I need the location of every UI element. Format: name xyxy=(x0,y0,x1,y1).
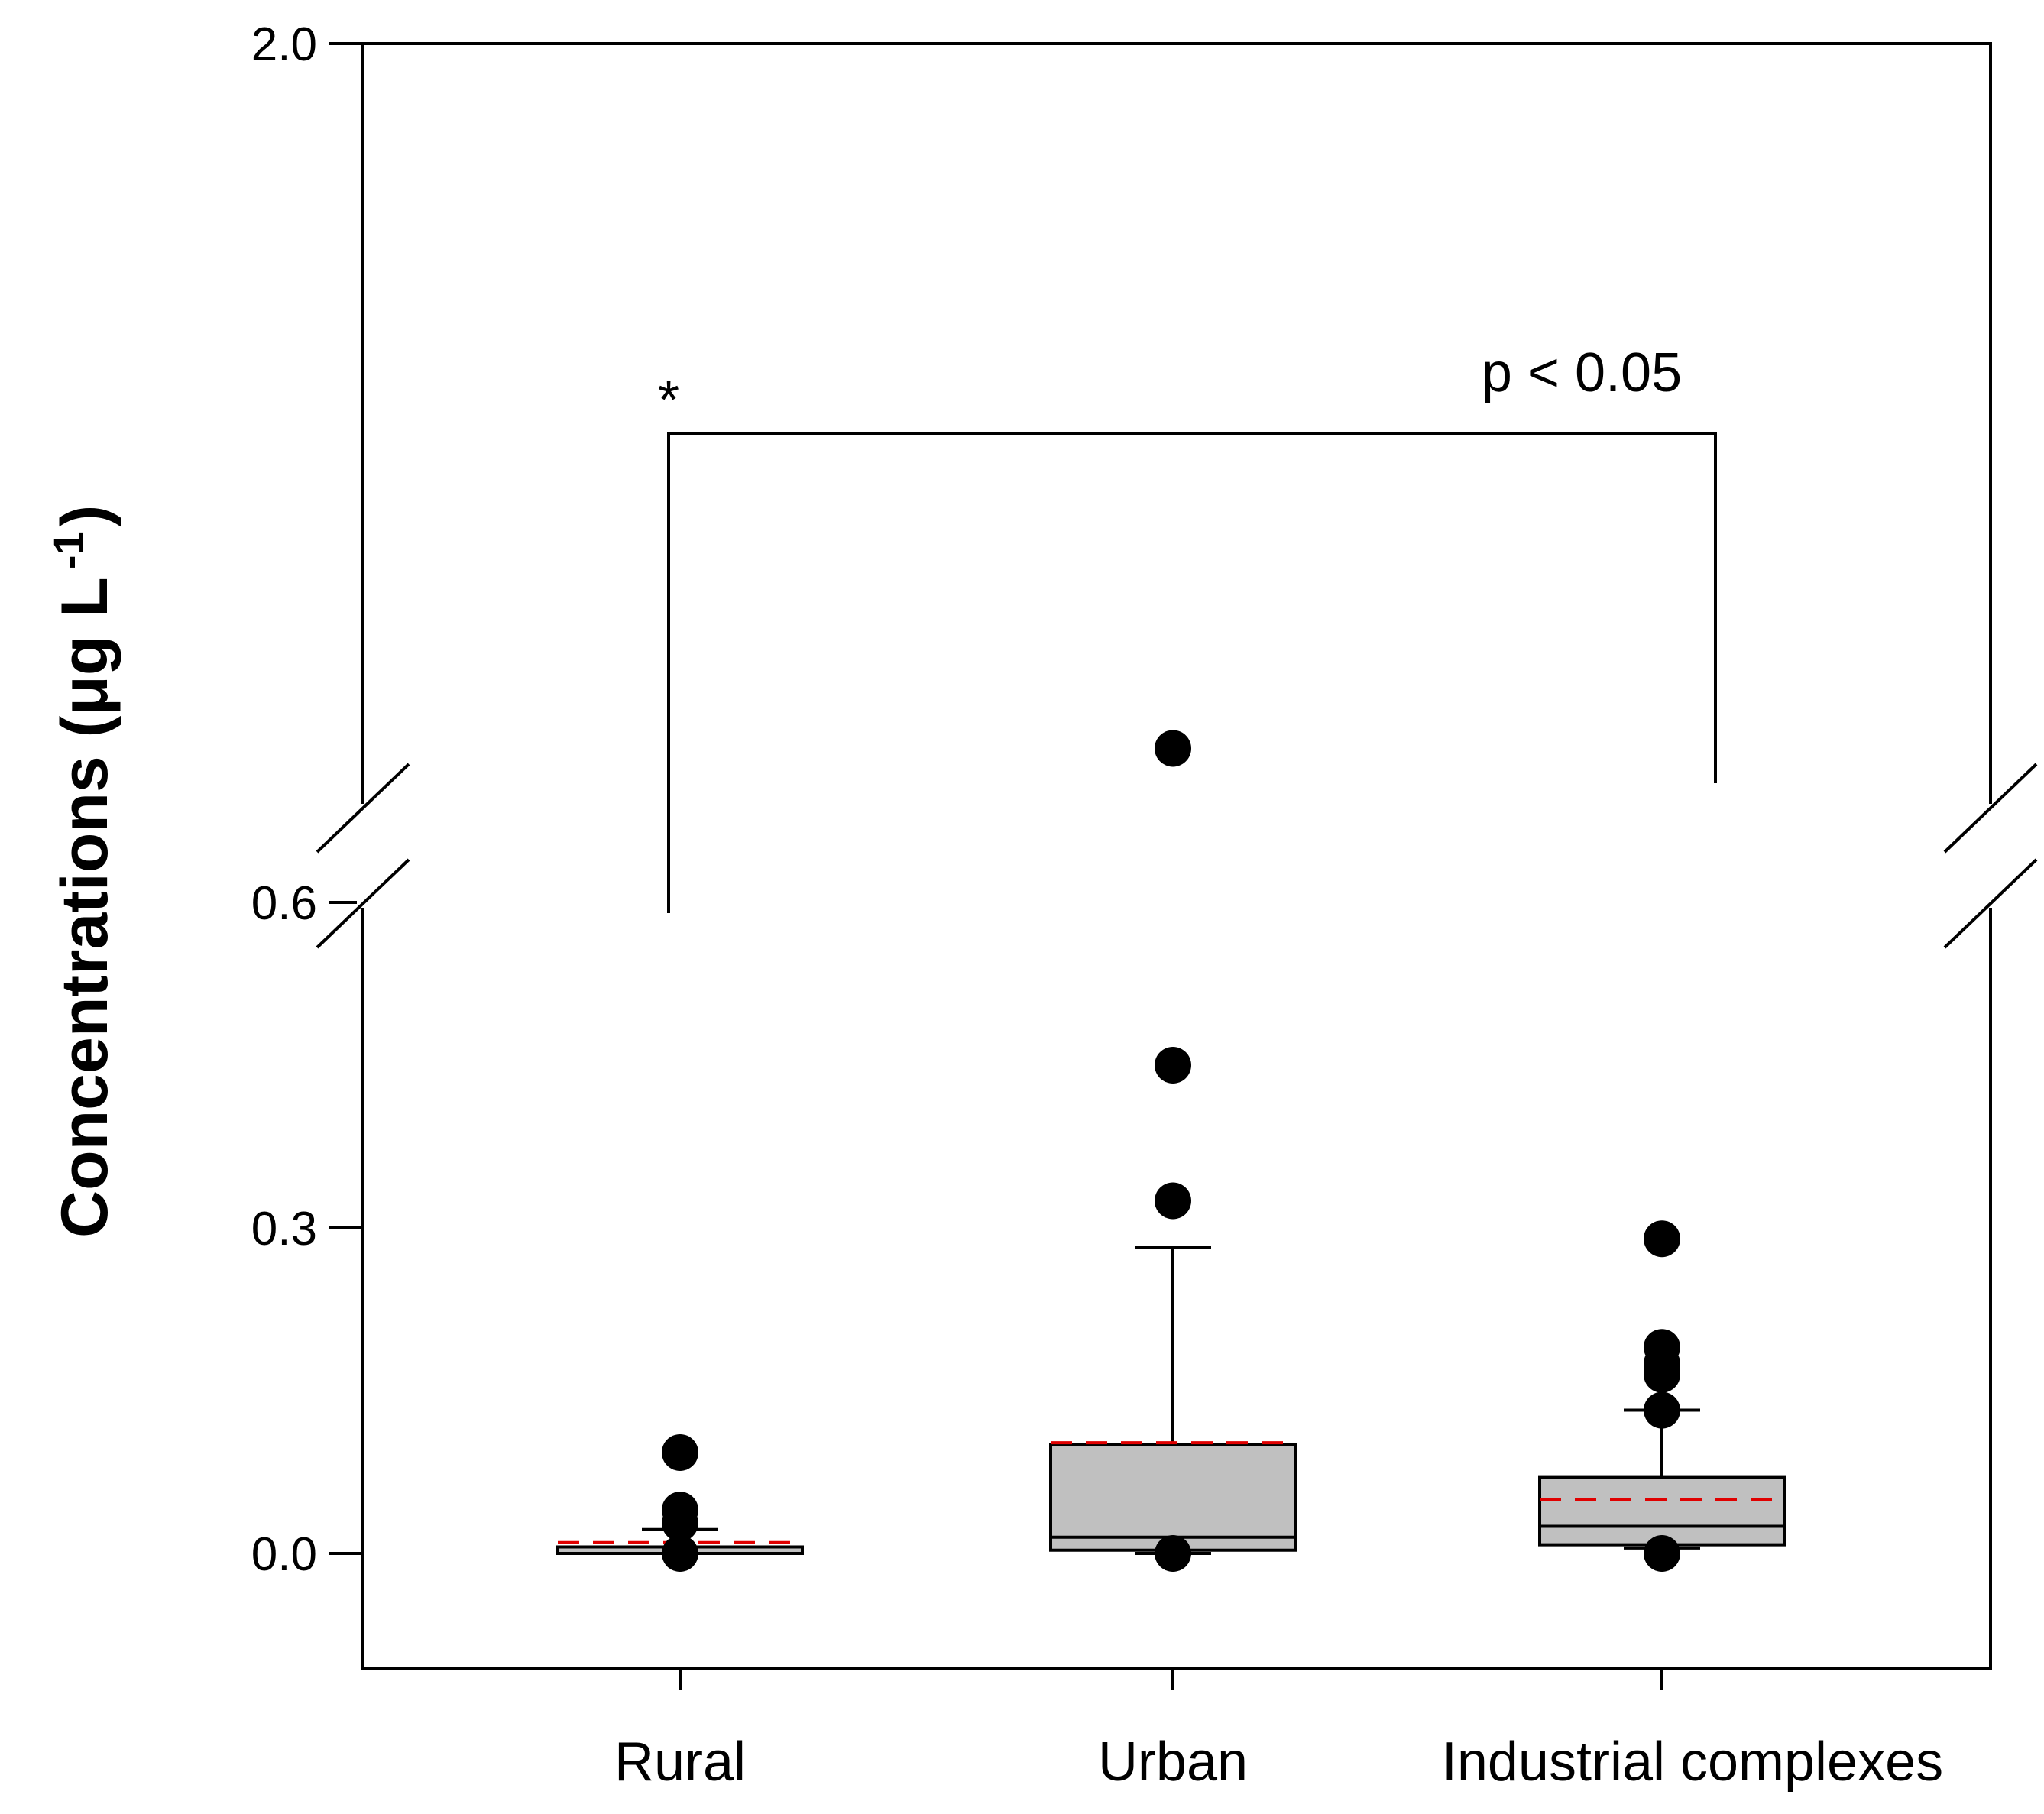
axis-break-gap xyxy=(357,804,369,908)
box-industrial-complexes xyxy=(1538,1220,1786,1572)
significance-bracket: * p < 0.05 xyxy=(658,342,1717,913)
box-iqr xyxy=(1049,1443,1297,1552)
outlier-point xyxy=(662,1433,698,1471)
significance-label: p < 0.05 xyxy=(1482,342,1682,403)
boxes xyxy=(556,730,1786,1572)
axis-break-marks xyxy=(316,763,2038,949)
outlier-point xyxy=(1644,1535,1680,1572)
outlier-point xyxy=(1644,1329,1680,1366)
axis-break-slash xyxy=(1943,763,2038,854)
outlier-point xyxy=(1155,1535,1191,1572)
x-tick-label: Rural xyxy=(614,1731,746,1793)
axis-break-slash xyxy=(1943,858,2038,949)
y-tick-label: 0.0 xyxy=(251,1528,317,1581)
x-tick-label: Urban xyxy=(1098,1731,1248,1793)
x-axis: Rural Urban Industrial complexes xyxy=(614,1669,1943,1793)
y-tick-label: 2.0 xyxy=(251,18,317,71)
outlier-point xyxy=(1644,1220,1680,1258)
box-rural xyxy=(556,1433,804,1572)
significance-line xyxy=(667,432,1717,913)
box-urban xyxy=(1049,730,1297,1572)
outlier-point xyxy=(662,1492,698,1529)
outlier-point xyxy=(1155,1047,1191,1084)
axis-break-slash xyxy=(316,763,410,854)
y-tick-label: 0.6 xyxy=(251,877,317,930)
y-tick-label: 0.3 xyxy=(251,1203,317,1255)
y-axis-title: Concentrations (μg L-1) xyxy=(44,505,122,1238)
plot-frame xyxy=(361,42,1992,1670)
box-iqr xyxy=(1538,1475,1786,1547)
axis-break-gap xyxy=(1984,804,1997,908)
outlier-point xyxy=(662,1535,698,1572)
outlier-point xyxy=(1155,1182,1191,1220)
significance-marker: * xyxy=(658,370,679,431)
outlier-point xyxy=(1644,1391,1680,1429)
y-axis: 0.0 0.3 0.6 2.0 xyxy=(251,18,363,1581)
x-tick-label: Industrial complexes xyxy=(1442,1731,1943,1793)
outlier-point xyxy=(1155,730,1191,767)
axis-break-slash xyxy=(316,858,410,949)
